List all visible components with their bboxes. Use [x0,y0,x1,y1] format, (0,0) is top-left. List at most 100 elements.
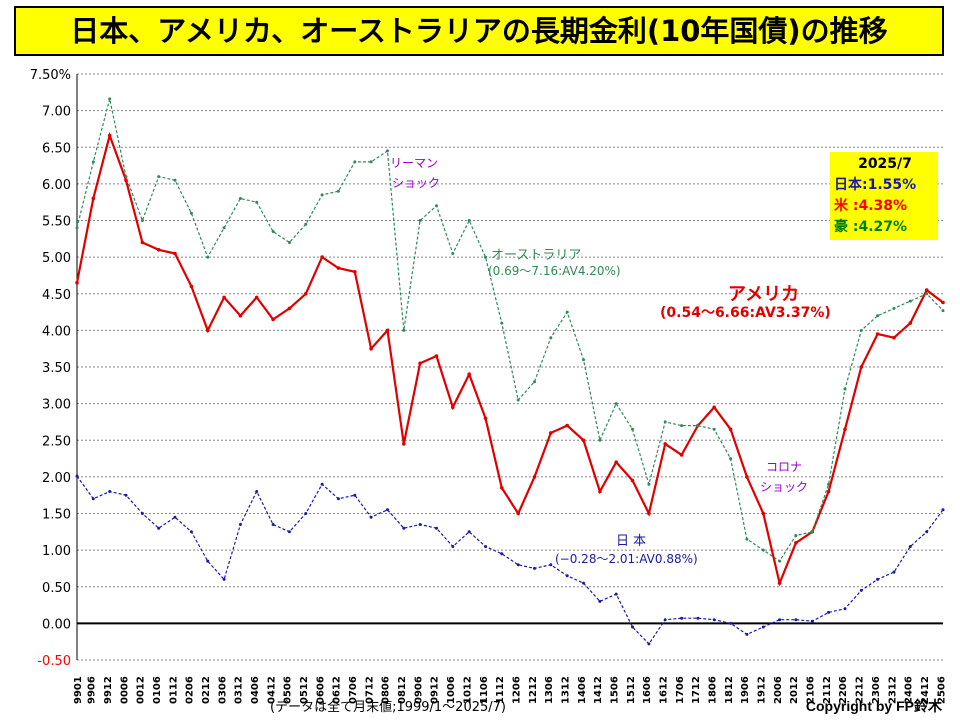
x-tick-label: 1712 [691,676,702,704]
x-tick-label: 9906 [87,676,98,704]
x-tick-label: 1012 [462,676,473,704]
y-tick-label: 6.50 [42,141,71,156]
x-tick-label: 0012 [136,676,147,704]
data-point [875,332,880,336]
x-tick-label: 1612 [659,676,670,704]
x-tick-label: 1512 [626,676,637,704]
data-point [859,365,864,369]
data-point [565,574,569,578]
data-point [156,248,161,252]
data-point [107,133,112,138]
data-point [827,482,831,486]
data-point [206,255,210,259]
data-point [418,361,422,366]
data-point [778,559,782,563]
data-point [254,295,259,300]
data-point [761,625,765,629]
y-tick-label: 2.50 [42,434,71,449]
data-point [222,295,226,300]
data-point [925,292,929,296]
series-line-japan [76,475,944,645]
data-point [598,438,602,442]
data-point [353,493,357,497]
data-point [336,497,340,501]
data-point [516,398,520,402]
x-tick-label: 0412 [266,676,277,704]
data-point [385,328,390,333]
y-tick-label: 3.00 [42,398,71,413]
data-point [777,581,782,585]
data-point [532,475,537,479]
data-point [761,511,766,516]
data-point [271,523,275,526]
x-tick-label: 2006 [773,676,784,704]
data-point [549,563,553,567]
data-point [908,321,913,325]
x-tick-label: 1312 [560,676,571,704]
x-tick-label: 0512 [299,676,310,704]
info-australia: 豪 :4.27% [834,219,908,235]
data-point [876,577,880,581]
data-point [696,616,700,620]
data-point [91,160,95,164]
data-point [173,178,177,182]
data-point [941,508,945,512]
y-tick-label: 7.00 [42,105,71,120]
data-point [696,424,700,428]
data-point [533,380,536,384]
series-line-us [75,131,944,587]
y-tick-label: 4.50 [42,288,71,303]
data-point [157,526,161,530]
data-point [467,530,471,534]
data-point [483,416,488,421]
y-tick-label: 7.50% [30,68,71,83]
data-point [320,482,324,486]
data-point [369,160,373,164]
data-point [140,512,144,515]
data-point [271,230,275,233]
y-tick-label: 2.00 [42,471,71,486]
data-point [386,149,389,153]
copyright: Copyright by FP鈴木 [805,698,942,714]
x-tick-label: 2206 [838,676,849,704]
data-point [222,577,226,581]
data-point [679,453,684,457]
data-point [810,619,814,623]
data-point [712,405,716,410]
info-date: 2025/7 [858,156,912,172]
data-point [238,197,242,200]
y-axis-ticks: 7.50% 7.00 6.50 6.00 5.50 5.00 4.50 4.00 3.50 3.0… [30,68,71,669]
data-point [843,387,847,391]
x-tick-label: 2012 [789,676,800,704]
y-tick-label: 5.50 [42,215,71,230]
x-tick-label: 1206 [511,676,522,704]
x-tick-label: 0006 [119,676,130,704]
data-point [630,478,635,483]
data-point [516,511,520,516]
data-point [75,226,79,230]
series-line-australia [76,98,944,562]
data-point [924,288,929,292]
data-point [75,281,79,285]
data-point [287,306,292,311]
data-point [712,427,716,431]
x-tick-label: 2212 [855,676,866,704]
data-point [222,226,226,230]
data-point [320,193,324,197]
data-point [353,270,357,274]
y-tick-label: 1.50 [42,508,71,523]
x-tick-label: 0506 [283,676,294,704]
x-tick-label: 0106 [152,676,163,704]
x-tick-label: 0606 [315,676,326,704]
x-tick-label: 1406 [577,676,588,704]
data-point [369,346,373,351]
data-point [827,610,831,614]
y-tick-label: 1.00 [42,544,71,559]
data-point [255,490,259,493]
us-range-label: (0.54〜6.66:AV3.37%) [660,305,831,321]
y-tick-label: 6.00 [42,178,71,193]
data-point [745,632,749,636]
data-point [140,219,144,222]
x-tick-label: 1412 [593,676,604,704]
grid-lines [76,73,943,661]
